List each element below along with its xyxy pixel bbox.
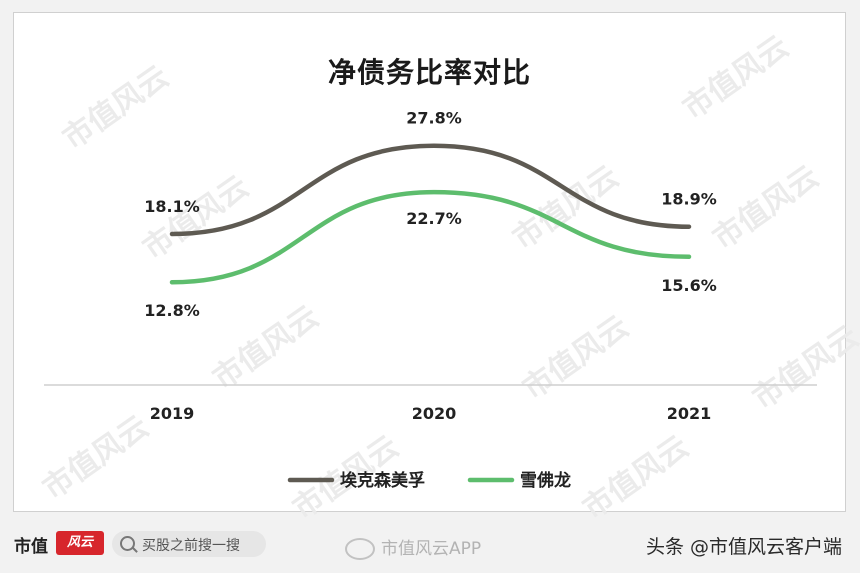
- data-label: 22.7%: [406, 209, 462, 228]
- legend-label: 埃克森美孚: [340, 470, 425, 491]
- weibo-watermark: 市值风云APP: [345, 534, 481, 560]
- data-label: 18.1%: [144, 197, 200, 216]
- legend-label: 雪佛龙: [520, 470, 571, 491]
- chart-card: 市值风云 市值风云 市值风云 市值风云 市值风云 市值风云 市值风云 市值风云 …: [13, 12, 860, 527]
- search-icon: [120, 536, 135, 551]
- footer-bar: 市值 风云 买股之前搜一搜 市值风云APP 头条 @市值风云客户端: [0, 522, 860, 573]
- brand-logo: 风云: [56, 531, 104, 555]
- line-chart: 18.1% 27.8% 18.9% 12.8% 22.7% 15.6% 2019…: [44, 109, 817, 491]
- series-line-chevron: [169, 189, 692, 285]
- data-label: 27.8%: [406, 109, 462, 128]
- x-tick-label: 2019: [150, 404, 195, 423]
- data-label: 12.8%: [144, 301, 200, 320]
- legend: 埃克森美孚 雪佛龙: [287, 470, 571, 491]
- data-label: 18.9%: [661, 190, 717, 209]
- series-line-exxonmobil: [169, 143, 692, 237]
- weibo-icon: [345, 538, 375, 560]
- data-label: 15.6%: [661, 276, 717, 295]
- search-placeholder: 买股之前搜一搜: [142, 538, 240, 554]
- brand-name: 市值: [14, 537, 48, 557]
- search-box[interactable]: 买股之前搜一搜: [112, 531, 266, 557]
- chart-title: 净债务比率对比: [327, 56, 531, 89]
- x-tick-label: 2021: [667, 404, 712, 423]
- weibo-text: 市值风云APP: [381, 539, 482, 559]
- x-tick-label: 2020: [412, 404, 457, 423]
- source-credit: 头条 @市值风云客户端: [645, 536, 842, 558]
